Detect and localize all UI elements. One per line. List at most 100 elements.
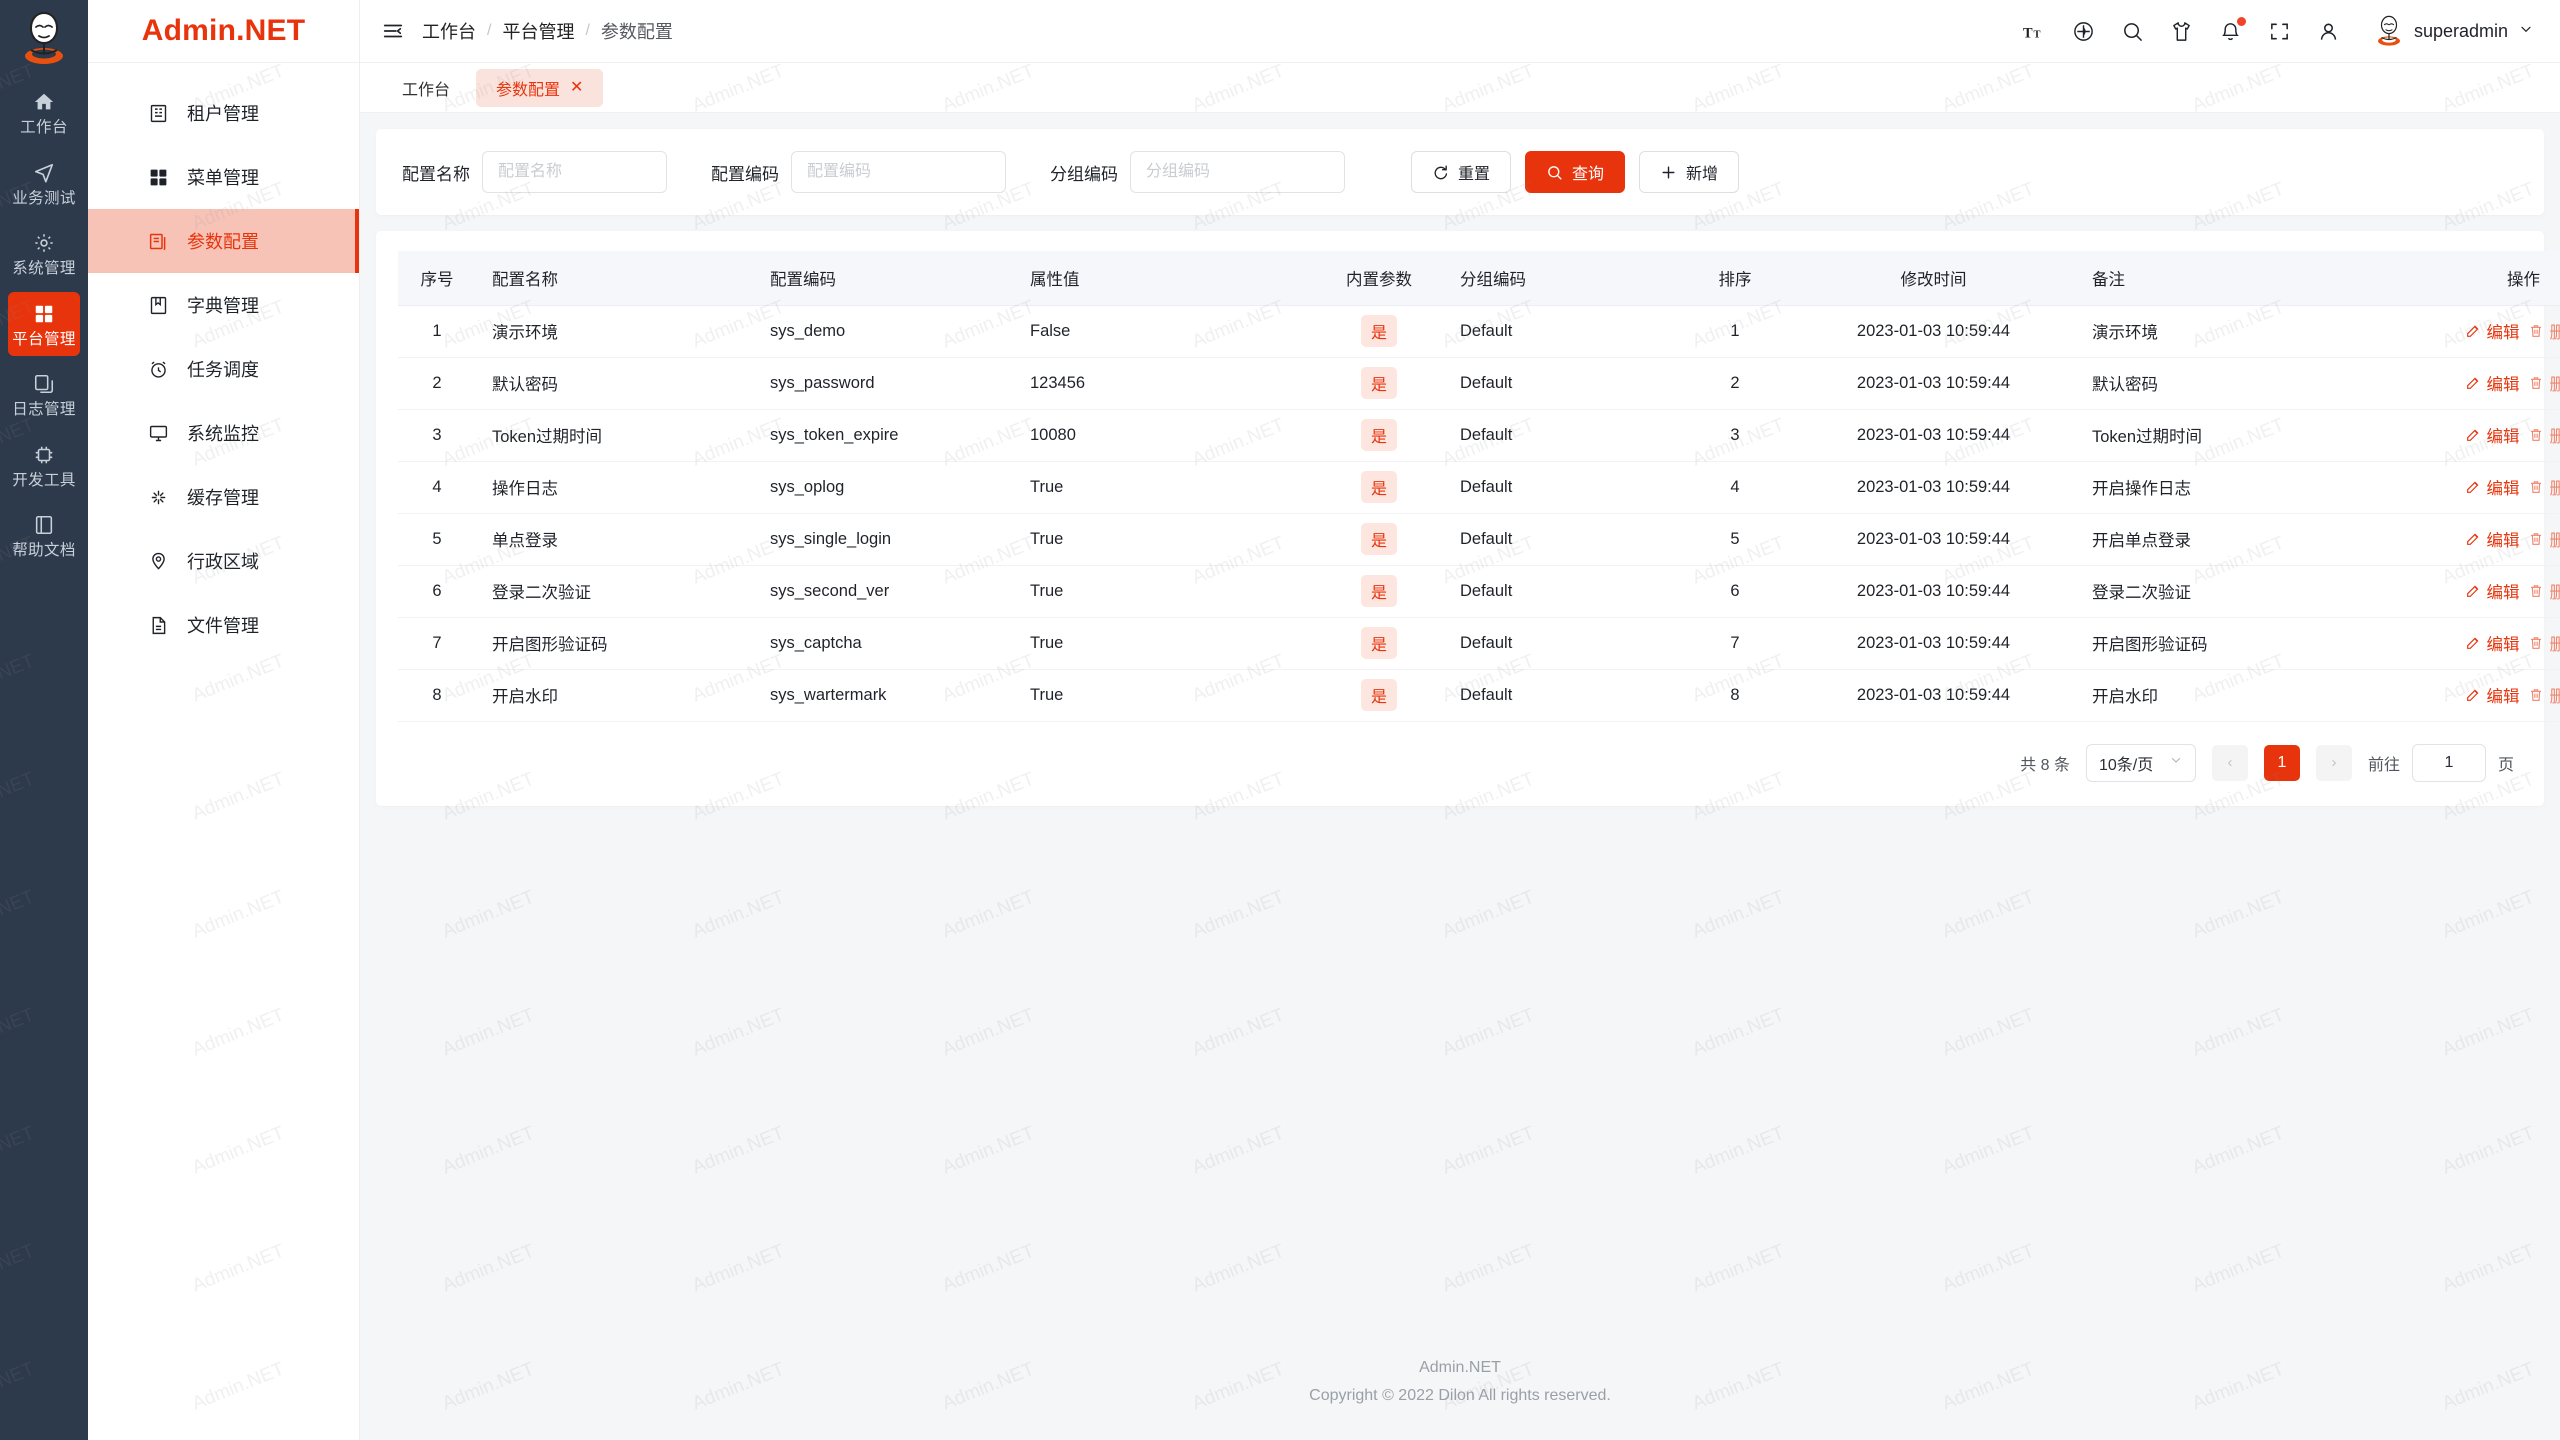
delete-action[interactable]: 删除 bbox=[2528, 319, 2560, 343]
action-label: 删除 bbox=[2549, 427, 2560, 446]
search-input-config-name[interactable] bbox=[482, 151, 667, 193]
notification-bell-icon[interactable] bbox=[2219, 16, 2246, 43]
submenu-item-file-mgmt[interactable]: 文件管理 bbox=[88, 593, 359, 657]
copy-icon bbox=[33, 373, 55, 395]
page-size-select[interactable]: 10条/页 bbox=[2085, 743, 2196, 782]
edit-action[interactable]: 编辑 bbox=[2465, 319, 2520, 343]
edit-action[interactable]: 编辑 bbox=[2465, 423, 2520, 447]
cell-actions: 编辑 删除 bbox=[2406, 357, 2560, 410]
breadcrumb-item-1[interactable]: 平台管理 bbox=[502, 22, 575, 42]
edit-action[interactable]: 编辑 bbox=[2465, 527, 2520, 551]
search-icon[interactable] bbox=[2121, 20, 2144, 43]
submenu-item-menu-mgmt[interactable]: 菜单管理 bbox=[88, 145, 359, 209]
button-label: 重置 bbox=[1458, 166, 1491, 183]
tab-workbench[interactable]: 工作台 bbox=[382, 69, 470, 107]
cell-index: 7 bbox=[398, 617, 476, 670]
edit-action[interactable]: 编辑 bbox=[2465, 371, 2520, 395]
edit-action[interactable]: 编辑 bbox=[2465, 579, 2520, 603]
action-label: 编辑 bbox=[2486, 583, 2520, 602]
rail-item-help-doc[interactable]: 帮助文档 bbox=[8, 503, 80, 568]
search-input-group-code[interactable] bbox=[1130, 151, 1345, 193]
rail-item-platform-mgmt[interactable]: 平台管理 bbox=[8, 291, 80, 356]
cell-sort: 3 bbox=[1679, 409, 1791, 462]
submenu-item-label: 行政区域 bbox=[187, 552, 259, 572]
rail-item-log-mgmt[interactable]: 日志管理 bbox=[8, 362, 80, 427]
trash-icon bbox=[2528, 479, 2544, 495]
submenu-item-tenant-mgmt[interactable]: 租户管理 bbox=[88, 81, 359, 145]
rail-item-business-test[interactable]: 业务测试 bbox=[8, 151, 80, 216]
delete-action[interactable]: 删除 bbox=[2528, 371, 2560, 395]
cell-name: Token过期时间 bbox=[476, 409, 754, 462]
cell-index: 1 bbox=[398, 305, 476, 358]
pagination-prev-button[interactable]: ‹ bbox=[2211, 744, 2248, 781]
pagination-page-1[interactable]: 1 bbox=[2263, 744, 2300, 781]
submenu-item-admin-region[interactable]: 行政区域 bbox=[88, 529, 359, 593]
submenu-item-dict-mgmt[interactable]: 字典管理 bbox=[88, 273, 359, 337]
chevron-down-icon[interactable] bbox=[2518, 21, 2534, 42]
jump-page-input[interactable] bbox=[2411, 743, 2486, 782]
delete-action[interactable]: 删除 bbox=[2528, 475, 2560, 499]
cell-value: True bbox=[1014, 513, 1314, 566]
column-header-actions: 操作 bbox=[2406, 251, 2560, 306]
language-globe-icon[interactable] bbox=[2072, 20, 2095, 43]
action-label: 编辑 bbox=[2486, 427, 2520, 446]
pagination: 共 8 条 10条/页 ‹ 1 › 前往 页 bbox=[398, 722, 2522, 806]
theme-shirt-icon[interactable] bbox=[2170, 20, 2193, 43]
cell-group: Default bbox=[1444, 409, 1679, 462]
cell-time: 2023-01-03 10:59:44 bbox=[1791, 357, 2076, 410]
delete-action[interactable]: 删除 bbox=[2528, 631, 2560, 655]
fullscreen-icon[interactable] bbox=[2268, 20, 2291, 43]
search-input-config-code[interactable] bbox=[791, 151, 1006, 193]
cell-value: False bbox=[1014, 305, 1314, 358]
edit-action[interactable]: 编辑 bbox=[2465, 475, 2520, 499]
search-row: 配置名称 配置编码 分组编码 bbox=[402, 151, 2518, 193]
edit-icon bbox=[2465, 323, 2481, 339]
edit-action[interactable]: 编辑 bbox=[2465, 683, 2520, 707]
breadcrumb-item-2[interactable]: 参数配置 bbox=[600, 22, 673, 42]
field-label: 配置名称 bbox=[402, 164, 470, 184]
footer-title: Admin.NET bbox=[1419, 1359, 1501, 1376]
add-button[interactable]: 新增 bbox=[1639, 151, 1740, 193]
navigation-icon bbox=[33, 162, 55, 184]
edit-icon bbox=[2465, 635, 2481, 651]
status-badge: 是 bbox=[1360, 627, 1397, 659]
reset-button[interactable]: 重置 bbox=[1411, 151, 1512, 193]
menu-collapse-icon[interactable] bbox=[382, 20, 404, 42]
breadcrumb-item-0[interactable]: 工作台 bbox=[422, 22, 476, 42]
cell-actions: 编辑 删除 bbox=[2406, 669, 2560, 722]
pagination-next-button[interactable]: › bbox=[2315, 744, 2352, 781]
action-label: 编辑 bbox=[2486, 687, 2520, 706]
delete-action[interactable]: 删除 bbox=[2528, 423, 2560, 447]
trash-icon bbox=[2528, 323, 2544, 339]
query-button[interactable]: 查询 bbox=[1525, 151, 1626, 193]
username-label: superadmin bbox=[2413, 20, 2508, 41]
table-row: 5 单点登录 sys_single_login True 是 Default 5 2023-0… bbox=[398, 513, 2560, 566]
table-body: 1 演示环境 sys_demo False 是 Default 1 2023-01-03 10… bbox=[398, 305, 2560, 722]
submenu-item-system-monitor[interactable]: 系统监控 bbox=[88, 401, 359, 465]
cell-code: sys_password bbox=[754, 357, 1014, 410]
submenu-item-task-schedule[interactable]: 任务调度 bbox=[88, 337, 359, 401]
rail-item-workbench[interactable]: 工作台 bbox=[8, 80, 80, 145]
submenu-item-param-config[interactable]: 参数配置 bbox=[88, 209, 359, 273]
submenu-item-cache-mgmt[interactable]: 缓存管理 bbox=[88, 465, 359, 529]
refresh-icon bbox=[1432, 164, 1449, 181]
page-size-label: 10条/页 bbox=[2098, 756, 2154, 774]
user-menu[interactable]: superadmin bbox=[2374, 15, 2534, 47]
delete-action[interactable]: 删除 bbox=[2528, 579, 2560, 603]
delete-action[interactable]: 删除 bbox=[2528, 683, 2560, 707]
tab-param-config[interactable]: 参数配置 ✕ bbox=[476, 68, 604, 107]
cell-actions: 编辑 删除 bbox=[2406, 617, 2560, 670]
footer-copyright: Copyright © 2022 Dilon All rights reserv… bbox=[1309, 1387, 1611, 1404]
action-group: 编辑 删除 bbox=[2465, 475, 2560, 499]
edit-icon bbox=[2465, 687, 2481, 703]
trash-icon bbox=[2528, 687, 2544, 703]
cell-value: True bbox=[1014, 461, 1314, 514]
delete-action[interactable]: 删除 bbox=[2528, 527, 2560, 551]
user-icon[interactable] bbox=[2317, 20, 2340, 43]
rail-item-dev-tools[interactable]: 开发工具 bbox=[8, 433, 80, 498]
edit-action[interactable]: 编辑 bbox=[2465, 631, 2520, 655]
rail-item-system-mgmt[interactable]: 系统管理 bbox=[8, 221, 80, 286]
rail-item-label: 平台管理 bbox=[12, 330, 76, 348]
close-icon[interactable]: ✕ bbox=[570, 78, 584, 96]
